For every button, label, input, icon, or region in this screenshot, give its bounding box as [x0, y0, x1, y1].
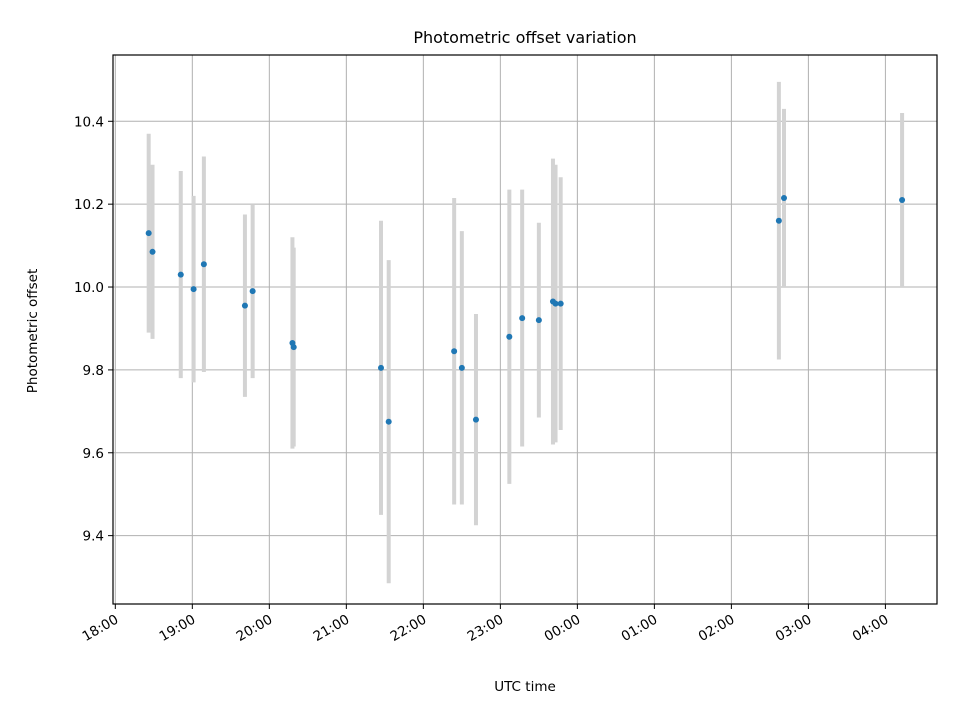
data-point [177, 271, 184, 278]
data-point [506, 333, 513, 340]
grid [113, 55, 937, 604]
data-points [145, 194, 906, 425]
x-tick-label: 20:00 [234, 612, 276, 645]
data-point [899, 197, 906, 204]
x-tick-label: 00:00 [542, 612, 584, 645]
y-tick-label: 10.4 [74, 114, 104, 130]
y-tick-label: 10.0 [74, 280, 104, 296]
data-point [472, 416, 479, 423]
data-point [535, 317, 542, 324]
x-tick-label: 19:00 [157, 612, 199, 645]
data-point [552, 300, 559, 307]
plot-frame [112, 54, 938, 605]
x-tick-label: 22:00 [388, 612, 430, 645]
data-point [519, 315, 526, 322]
data-point [149, 248, 156, 255]
y-tick-label: 9.6 [83, 446, 104, 462]
x-tick-label: 01:00 [619, 612, 661, 645]
data-point [451, 348, 458, 355]
data-point [190, 286, 197, 293]
data-point [200, 261, 207, 268]
data-point [377, 364, 384, 371]
x-tick-label: 03:00 [773, 612, 815, 645]
data-point [458, 364, 465, 371]
x-axis: 18:00 19:00 20:00 21:00 22:00 23:00 00:00 01:00… [80, 604, 892, 645]
y-axis-label: Photometric offset [25, 269, 41, 393]
y-tick-label: 9.8 [83, 363, 104, 379]
data-point [145, 230, 152, 237]
x-tick-label: 21:00 [311, 612, 353, 645]
x-tick-label: 04:00 [850, 612, 892, 645]
data-point [249, 288, 256, 295]
x-tick-label: 23:00 [465, 612, 507, 645]
data-point [781, 194, 788, 201]
data-point [290, 344, 297, 351]
y-tick-label: 9.4 [83, 529, 104, 545]
x-axis-label: UTC time [494, 679, 556, 695]
data-point [775, 217, 782, 224]
data-point [241, 302, 248, 309]
y-axis: 9.4 9.6 9.8 10.0 10.2 10.4 [74, 114, 113, 545]
chart-title: Photometric offset variation [413, 28, 636, 47]
data-point [557, 300, 564, 307]
x-tick-label: 02:00 [696, 612, 738, 645]
x-tick-label: 18:00 [80, 612, 122, 645]
data-point [385, 418, 392, 425]
error-bars [146, 81, 905, 584]
y-tick-label: 10.2 [74, 197, 104, 213]
